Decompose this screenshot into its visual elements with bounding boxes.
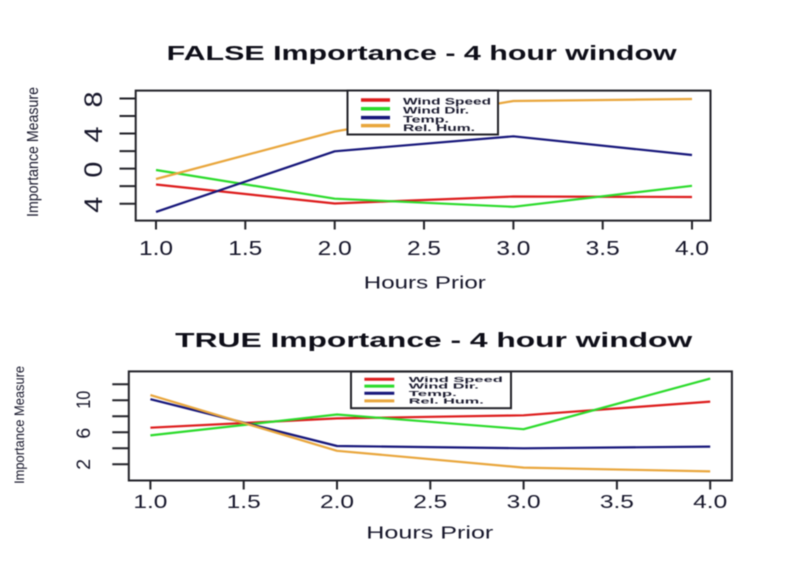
svg-text:4.0: 4.0: [693, 492, 727, 512]
svg-text:1.0: 1.0: [133, 492, 167, 512]
svg-text:3.0: 3.0: [507, 492, 541, 512]
svg-text:FALSE Importance - 4 hour wind: FALSE Importance - 4 hour window: [167, 43, 678, 65]
svg-text:Importance Measure: Importance Measure: [25, 87, 42, 217]
svg-text:6: 6: [74, 428, 95, 439]
svg-text:10: 10: [74, 391, 95, 409]
svg-text:4: 4: [80, 197, 108, 213]
svg-text:2.0: 2.0: [320, 492, 354, 512]
svg-text:Hours Prior: Hours Prior: [364, 273, 486, 293]
svg-text:1.5: 1.5: [228, 238, 262, 260]
svg-text:Wind Speed: Wind Speed: [409, 375, 504, 384]
svg-text:Rel. Hum.: Rel. Hum.: [409, 397, 484, 406]
svg-text:3.5: 3.5: [600, 492, 634, 512]
svg-text:Importance Measure: Importance Measure: [11, 366, 27, 484]
svg-text:Wind Speed: Wind Speed: [403, 97, 491, 107]
svg-text:1.0: 1.0: [139, 238, 173, 260]
svg-text:2.5: 2.5: [407, 238, 441, 260]
svg-text:Wind Dir.: Wind Dir.: [409, 382, 479, 391]
svg-text:2: 2: [74, 459, 95, 470]
svg-text:4.0: 4.0: [675, 238, 709, 260]
svg-text:3.5: 3.5: [586, 238, 620, 260]
svg-text:Hours Prior: Hours Prior: [366, 522, 493, 542]
svg-text:Temp.: Temp.: [403, 114, 449, 124]
svg-text:8: 8: [80, 92, 108, 108]
svg-text:2.5: 2.5: [413, 492, 447, 512]
svg-text:Wind Dir.: Wind Dir.: [403, 106, 469, 116]
svg-text:4: 4: [80, 126, 108, 142]
svg-text:0: 0: [80, 162, 108, 178]
svg-text:TRUE Importance - 4 hour windo: TRUE Importance - 4 hour window: [175, 330, 693, 352]
svg-text:Temp.: Temp.: [409, 389, 457, 398]
svg-text:3.0: 3.0: [496, 238, 530, 260]
svg-text:2.0: 2.0: [318, 238, 352, 260]
svg-text:Rel. Hum.: Rel. Hum.: [403, 123, 475, 133]
svg-text:1.5: 1.5: [227, 492, 261, 512]
